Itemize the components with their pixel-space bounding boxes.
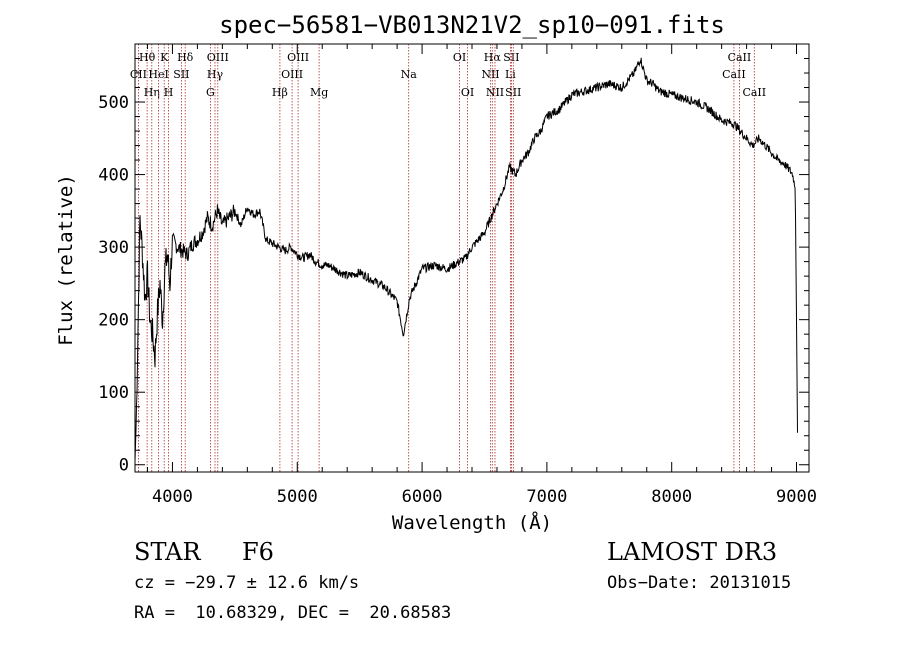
object-subclass: F6 — [242, 538, 274, 566]
redshift-readout: cz = −29.7 ± 12.6 km/s — [134, 573, 360, 593]
line-label-17: OI — [461, 86, 474, 99]
line-label-18: NII — [481, 68, 499, 81]
x-tick-label-3: 7000 — [526, 487, 567, 507]
y-axis-label: Flux (relative) — [55, 174, 77, 346]
axes: 4000 5000 6000 7000 8000 9000 0 100 200 300 400 500 — [98, 44, 817, 507]
line-label-23: SII — [505, 86, 521, 99]
line-label-7: Hδ — [177, 51, 194, 64]
line-label-15: Na — [401, 68, 418, 81]
spectrum-plot-area — [134, 57, 798, 462]
line-label-11: Hβ — [272, 86, 288, 99]
y-tick-label-1: 100 — [98, 383, 129, 403]
coordinates-readout: RA = 10.68329, DEC = 20.68583 — [134, 603, 452, 623]
line-label-1: Hθ — [139, 51, 156, 64]
line-label-13: OIII — [287, 51, 309, 64]
line-label-2: Hη — [144, 86, 160, 99]
x-tick-label-1: 5000 — [277, 487, 318, 507]
object-class: STAR — [134, 538, 201, 566]
x-tick-label-4: 8000 — [651, 487, 692, 507]
y-tick-label-4: 400 — [98, 166, 129, 186]
line-label-16: OI — [453, 51, 466, 64]
line-label-5: H — [164, 86, 174, 99]
line-label-8: G — [206, 86, 215, 99]
spectrum-line — [134, 57, 798, 462]
y-tick-label-2: 200 — [98, 311, 129, 331]
line-label-12: OIII — [281, 68, 303, 81]
x-tick-label-2: 6000 — [402, 487, 443, 507]
emission-line-markers: CII Hθ Hη HeI K H SII Hδ G Hγ OIII Hβ OIII OIII Mg Na OI… — [130, 44, 766, 472]
line-label-25: CaII — [728, 51, 752, 64]
survey-name: LAMOST DR3 — [607, 538, 778, 566]
y-tick-label-0: 0 — [119, 456, 129, 476]
line-label-9: Hγ — [207, 68, 224, 81]
y-tick-label-5: 500 — [98, 93, 129, 113]
line-label-19: Hα — [484, 51, 502, 64]
line-label-21: Li — [505, 68, 516, 81]
line-label-3: HeI — [148, 68, 168, 81]
observation-date: Obs−Date: 20131015 — [607, 573, 792, 593]
line-label-0: CII — [130, 68, 147, 81]
chart-title: spec−56581−VB013N21V2_sp10−091.fits — [219, 11, 725, 39]
x-tick-label-0: 4000 — [152, 487, 193, 507]
line-label-26: CaII — [742, 86, 766, 99]
x-axis-label: Wavelength (Å) — [392, 511, 552, 534]
line-label-10: OIII — [207, 51, 229, 64]
y-tick-label-3: 300 — [98, 238, 129, 258]
line-label-20: NII — [486, 86, 504, 99]
line-label-14: Mg — [310, 86, 328, 99]
line-label-4: K — [160, 51, 169, 64]
line-label-22: SII — [503, 51, 519, 64]
line-label-6: SII — [173, 68, 189, 81]
x-tick-label-5: 9000 — [776, 487, 817, 507]
line-label-24: CaII — [722, 68, 746, 81]
